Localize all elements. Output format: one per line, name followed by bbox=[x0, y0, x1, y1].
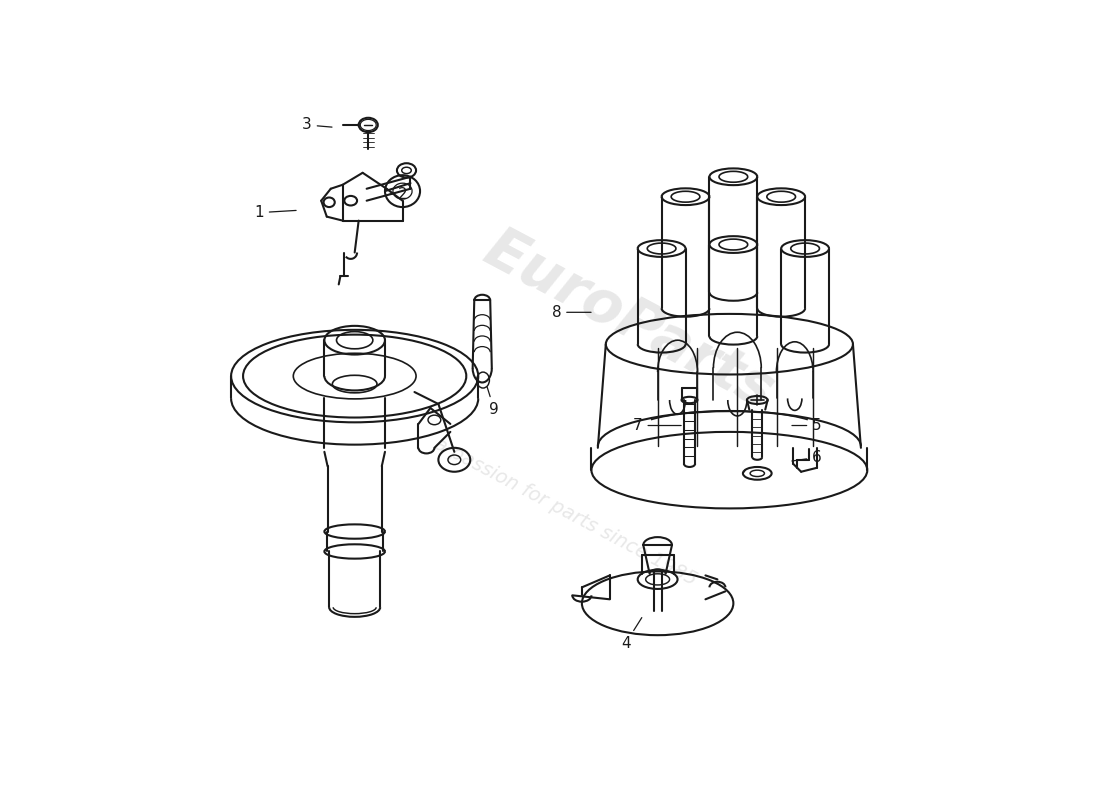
Text: 9: 9 bbox=[487, 386, 499, 417]
Text: 6: 6 bbox=[792, 450, 822, 465]
Text: a passion for parts since 1985: a passion for parts since 1985 bbox=[431, 434, 701, 589]
Text: EuroParts: EuroParts bbox=[475, 220, 784, 421]
Text: 8: 8 bbox=[551, 305, 591, 320]
Text: 3: 3 bbox=[302, 118, 332, 133]
Text: 4: 4 bbox=[620, 618, 641, 650]
Text: 1: 1 bbox=[254, 205, 296, 220]
Text: 5: 5 bbox=[792, 418, 822, 433]
Text: 2: 2 bbox=[389, 187, 407, 202]
Text: 7: 7 bbox=[632, 418, 681, 433]
